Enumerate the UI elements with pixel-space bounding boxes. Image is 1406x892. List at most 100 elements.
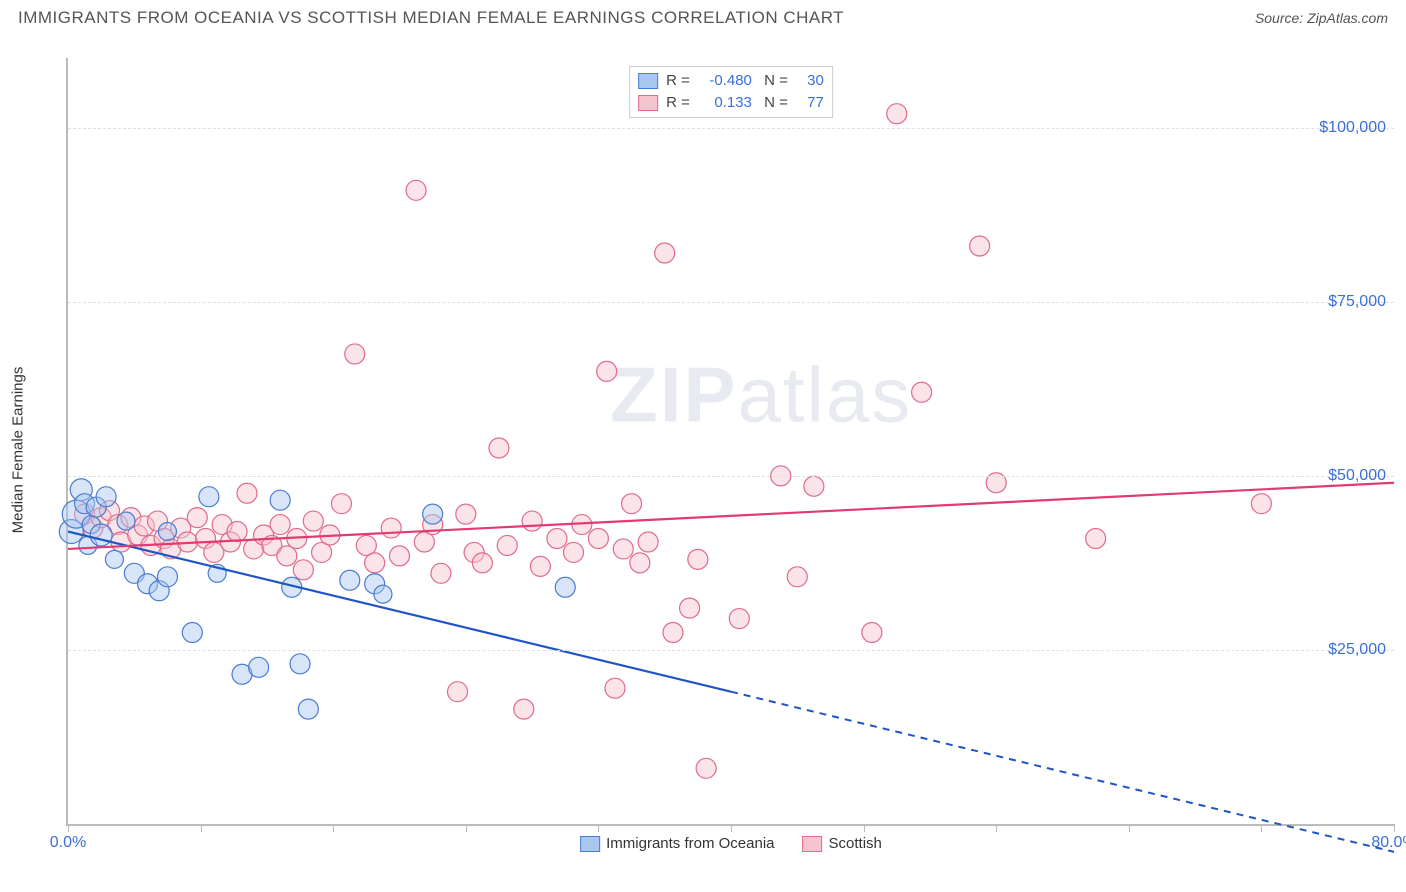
- data-point: [497, 535, 517, 555]
- data-point: [237, 483, 257, 503]
- data-point: [182, 623, 202, 643]
- x-tick: [598, 824, 599, 832]
- gridline: [68, 128, 1394, 129]
- data-point: [456, 504, 476, 524]
- data-point: [431, 563, 451, 583]
- legend-stats-row: R =-0.480 N =30: [638, 70, 824, 92]
- data-point: [270, 515, 290, 535]
- trend-line: [68, 483, 1394, 549]
- data-point: [804, 476, 824, 496]
- data-point: [597, 361, 617, 381]
- data-point: [605, 678, 625, 698]
- trend-line-extrapolated: [731, 692, 1394, 852]
- data-point: [105, 550, 123, 568]
- data-point: [514, 699, 534, 719]
- data-point: [638, 532, 658, 552]
- data-point: [423, 504, 443, 524]
- legend-swatch-oceania: [580, 836, 600, 852]
- legend-bottom: Immigrants from Oceania Scottish: [580, 835, 882, 852]
- y-tick-label: $50,000: [1328, 467, 1386, 485]
- chart-title: IMMIGRANTS FROM OCEANIA VS SCOTTISH MEDI…: [18, 8, 844, 28]
- gridline: [68, 476, 1394, 477]
- x-tick: [466, 824, 467, 832]
- data-point: [381, 518, 401, 538]
- data-point: [522, 511, 542, 531]
- x-tick: [333, 824, 334, 832]
- data-point: [199, 487, 219, 507]
- data-point: [472, 553, 492, 573]
- data-point: [277, 546, 297, 566]
- y-tick-label: $25,000: [1328, 641, 1386, 659]
- data-point: [688, 549, 708, 569]
- data-point: [912, 382, 932, 402]
- data-point: [1086, 528, 1106, 548]
- legend-swatch-scottish: [638, 95, 658, 111]
- legend-stats-box: R =-0.480 N =30 R =0.133 N =77: [629, 66, 833, 118]
- y-tick-label: $75,000: [1328, 293, 1386, 311]
- data-point: [862, 623, 882, 643]
- data-point: [303, 511, 323, 531]
- data-point: [157, 567, 177, 587]
- data-point: [630, 553, 650, 573]
- x-tick: [1129, 824, 1130, 832]
- plot-region: ZIPatlas R =-0.480 N =30 R =0.133 N =77 …: [66, 58, 1394, 826]
- legend-stats-row: R =0.133 N =77: [638, 92, 824, 114]
- y-axis-label: Median Female Earnings: [10, 367, 27, 534]
- data-point: [970, 236, 990, 256]
- data-point: [227, 522, 247, 542]
- data-point: [90, 524, 112, 546]
- data-point: [96, 487, 116, 507]
- data-point: [696, 758, 716, 778]
- data-point: [530, 556, 550, 576]
- x-tick: [201, 824, 202, 832]
- data-point: [293, 560, 313, 580]
- x-tick: [996, 824, 997, 832]
- data-point: [622, 494, 642, 514]
- data-point: [340, 570, 360, 590]
- data-point: [345, 344, 365, 364]
- data-point: [117, 512, 135, 530]
- gridline: [68, 650, 1394, 651]
- chart-area: Median Female Earnings ZIPatlas R =-0.48…: [46, 48, 1398, 852]
- data-point: [374, 585, 392, 603]
- y-tick-label: $100,000: [1319, 119, 1386, 137]
- x-tick: [864, 824, 865, 832]
- data-point: [158, 523, 176, 541]
- data-point: [448, 682, 468, 702]
- x-tick-label: 0.0%: [50, 834, 86, 852]
- legend-item-scottish: Scottish: [803, 835, 882, 852]
- data-point: [887, 104, 907, 124]
- x-tick-label: 80.0%: [1371, 834, 1406, 852]
- gridline: [68, 302, 1394, 303]
- x-tick: [1261, 824, 1262, 832]
- x-tick: [731, 824, 732, 832]
- data-point: [365, 553, 385, 573]
- source-attribution: Source: ZipAtlas.com: [1255, 10, 1388, 26]
- data-point: [680, 598, 700, 618]
- x-tick: [68, 824, 69, 832]
- data-point: [331, 494, 351, 514]
- legend-item-oceania: Immigrants from Oceania: [580, 835, 774, 852]
- data-point: [655, 243, 675, 263]
- data-point: [298, 699, 318, 719]
- data-point: [613, 539, 633, 559]
- data-point: [729, 609, 749, 629]
- data-point: [663, 623, 683, 643]
- data-point: [270, 490, 290, 510]
- x-tick: [1394, 824, 1395, 832]
- data-point: [1251, 494, 1271, 514]
- data-point: [390, 546, 410, 566]
- data-point: [564, 542, 584, 562]
- data-point: [547, 528, 567, 548]
- data-point: [787, 567, 807, 587]
- legend-swatch-oceania: [638, 73, 658, 89]
- data-point: [249, 657, 269, 677]
- data-point: [588, 528, 608, 548]
- data-point: [290, 654, 310, 674]
- data-point: [187, 508, 207, 528]
- legend-swatch-scottish: [803, 836, 823, 852]
- data-point: [555, 577, 575, 597]
- data-point: [406, 180, 426, 200]
- scatter-svg: [68, 58, 1394, 824]
- data-point: [489, 438, 509, 458]
